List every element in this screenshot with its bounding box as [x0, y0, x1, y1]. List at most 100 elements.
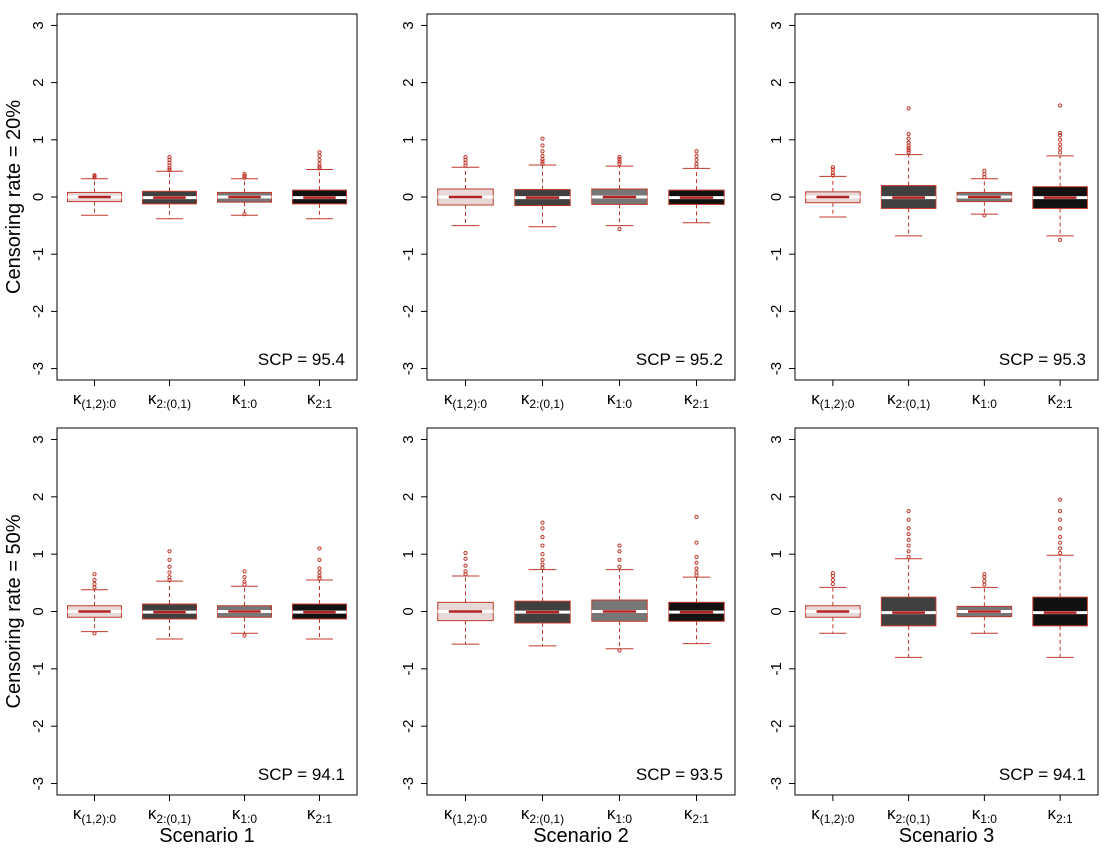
x-tick-label-base: κ	[148, 389, 157, 408]
y-tick-label: 0	[400, 607, 417, 615]
outlier-point	[167, 168, 172, 173]
outlier-point	[540, 543, 545, 548]
x-tick-label-sub: 2:1	[692, 397, 709, 411]
y-tick-label: 2	[30, 78, 47, 86]
row-label: Censoring rate = 20%	[3, 100, 25, 294]
outlier-point	[463, 563, 468, 568]
x-tick-label-sub: 2:1	[1056, 397, 1073, 411]
outlier-point	[540, 159, 545, 164]
x-tick-label-sub: 1:0	[240, 812, 257, 826]
outlier-point	[830, 581, 835, 587]
x-tick-label-sub: (1,2):0	[820, 812, 855, 826]
outlier-point	[317, 570, 322, 575]
outlier-point	[1058, 130, 1063, 136]
x-tick-label-base: κ	[1048, 804, 1057, 823]
y-tick-label: -3	[768, 362, 785, 375]
outlier-point	[242, 574, 247, 580]
outlier-point	[1058, 550, 1063, 556]
outlier-point	[906, 554, 911, 560]
outlier-point	[242, 212, 247, 217]
x-tick-label-base: κ	[607, 804, 616, 823]
outlier-point	[92, 572, 97, 577]
column-label: Scenario 2	[533, 825, 629, 847]
x-tick-label: κ(1,2):0	[73, 389, 117, 411]
outlier-point	[540, 552, 545, 557]
x-tick-label-sub: (1,2):0	[452, 812, 487, 826]
outlier-point	[317, 153, 322, 158]
x-tick-label-base: κ	[811, 804, 820, 823]
outlier-point	[540, 149, 545, 154]
outlier-point	[906, 148, 911, 153]
x-tick-label-base: κ	[73, 804, 82, 823]
x-tick-label: κ2:1	[307, 804, 333, 826]
y-tick-label: 1	[768, 136, 785, 144]
x-tick-label-sub: 2:1	[1056, 812, 1073, 826]
outlier-point	[694, 540, 699, 545]
scp-annotation: SCP = 95.4	[258, 350, 345, 369]
x-tick-label: κ2:1	[684, 804, 710, 826]
x-tick-label-sub: 2:(0,1)	[529, 812, 564, 826]
y-tick-label: 3	[30, 435, 47, 443]
y-tick-label: -3	[768, 777, 785, 790]
outlier-point	[1058, 150, 1063, 155]
y-tick-label: -1	[30, 248, 47, 261]
x-tick-label-base: κ	[148, 804, 157, 823]
outlier-point	[694, 153, 699, 158]
y-tick-label: 0	[768, 607, 785, 615]
x-tick-label-sub: 2:1	[692, 812, 709, 826]
outlier-point	[1058, 509, 1063, 514]
x-tick-label: κ1:0	[607, 804, 633, 826]
outlier-point	[540, 136, 545, 141]
outlier-point	[540, 520, 545, 525]
outlier-point	[540, 534, 545, 540]
y-tick-label: 1	[30, 136, 47, 144]
outlier-point	[317, 150, 322, 155]
x-tick-label-base: κ	[307, 804, 316, 823]
outlier-point	[1058, 534, 1063, 540]
y-tick-label: -1	[768, 248, 785, 261]
x-tick-label-sub: 2:1	[315, 397, 332, 411]
outlier-point	[463, 154, 468, 160]
x-tick-label: κ(1,2):0	[811, 804, 855, 826]
x-tick-label: κ(1,2):0	[444, 804, 488, 826]
x-tick-label: κ1:0	[232, 804, 258, 826]
outlier-point	[540, 153, 545, 158]
column-label: Scenario 1	[159, 825, 255, 847]
scp-annotation: SCP = 94.1	[258, 765, 345, 784]
outlier-point	[830, 167, 835, 172]
y-tick-label: 2	[400, 493, 417, 501]
y-tick-label: 3	[768, 435, 785, 443]
y-tick-label: 3	[768, 21, 785, 29]
outlier-point	[1058, 237, 1063, 242]
outlier-point	[982, 579, 987, 584]
outlier-point	[830, 570, 835, 576]
outlier-point	[617, 157, 622, 162]
x-tick-label-base: κ	[232, 804, 241, 823]
scp-annotation: SCP = 93.5	[636, 765, 723, 784]
outlier-point	[906, 531, 911, 537]
x-tick-label-sub: 2:(0,1)	[529, 397, 564, 411]
outlier-point	[167, 564, 172, 569]
outlier-point	[242, 633, 247, 638]
outlier-point	[92, 631, 97, 636]
outlier-point	[1058, 497, 1063, 502]
outlier-point	[463, 569, 468, 574]
x-tick-label-base: κ	[684, 804, 693, 823]
scp-annotation: SCP = 94.1	[999, 765, 1086, 784]
x-tick-label: κ2:(0,1)	[521, 389, 564, 411]
outlier-point	[1058, 137, 1063, 142]
x-tick-label-sub: 2:(0,1)	[896, 397, 931, 411]
x-tick-label: κ(1,2):0	[811, 389, 855, 411]
x-tick-label-base: κ	[887, 389, 896, 408]
outlier-point	[92, 585, 97, 590]
outlier-point	[1058, 526, 1063, 531]
y-tick-label: 2	[768, 78, 785, 86]
outlier-point	[540, 562, 545, 567]
x-tick-label-sub: (1,2):0	[820, 397, 855, 411]
y-tick-label: 1	[30, 550, 47, 558]
y-tick-label: 3	[400, 21, 417, 29]
outlier-point	[540, 526, 545, 531]
